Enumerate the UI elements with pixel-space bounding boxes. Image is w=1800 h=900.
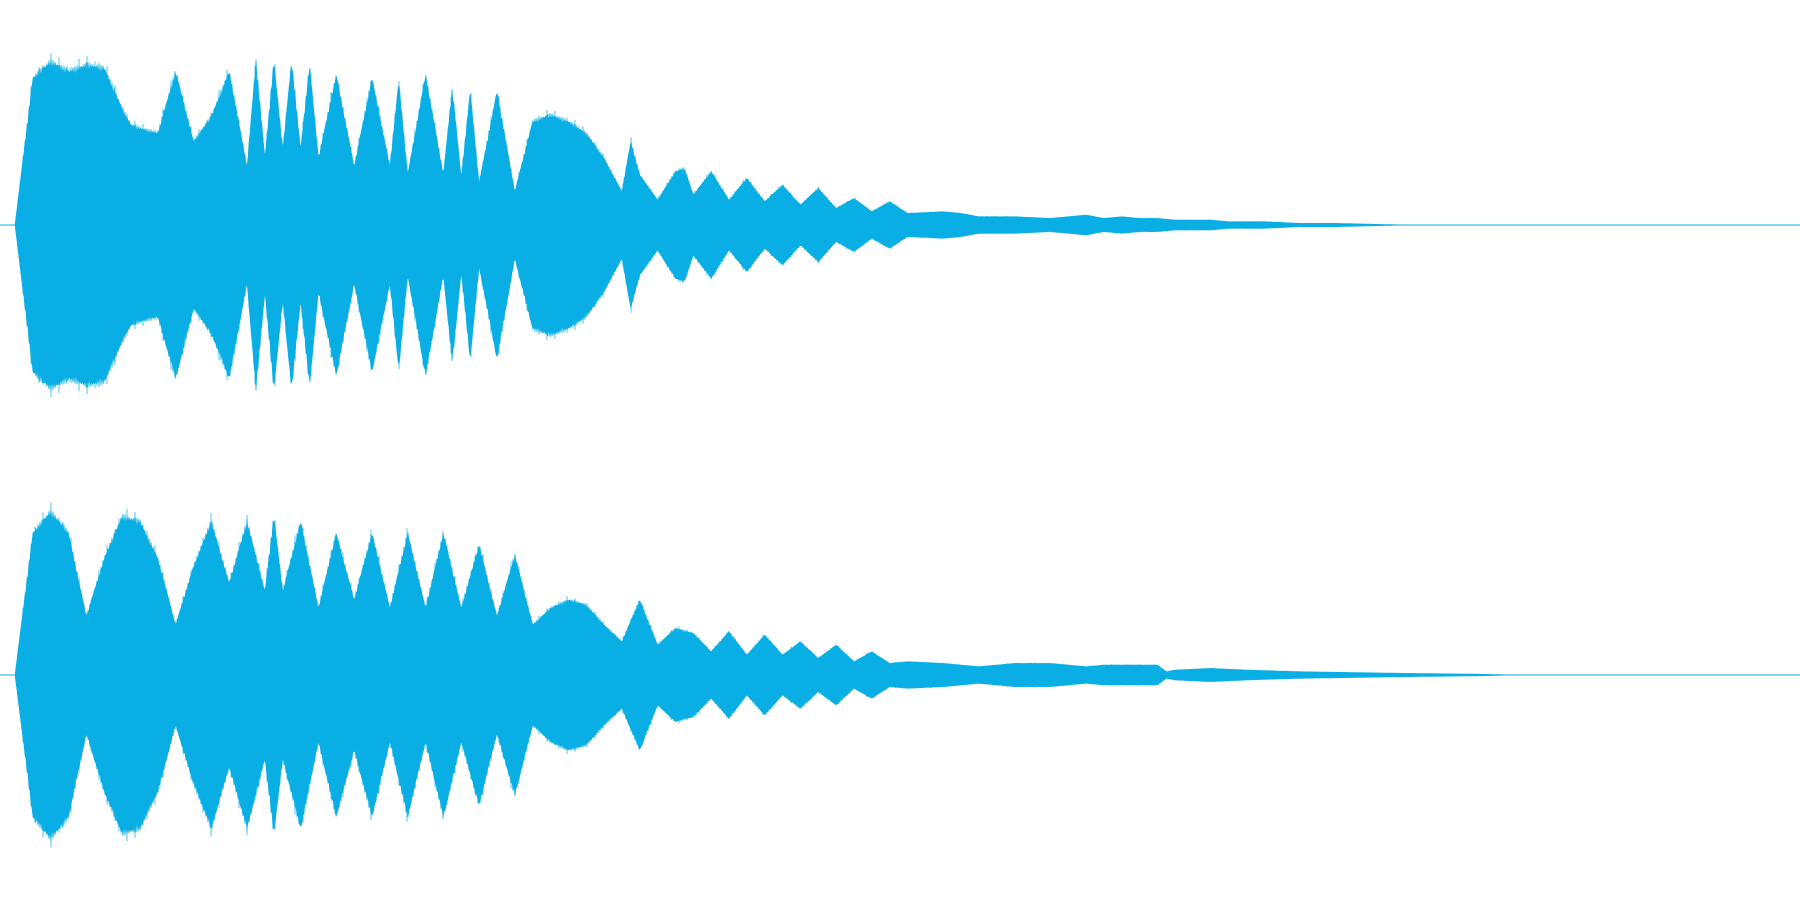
channel-2-waveform	[0, 502, 1800, 848]
channel-1-amplitude	[14, 58, 1800, 392]
channel-2-amplitude	[14, 508, 1800, 842]
channel-1-waveform	[0, 53, 1800, 397]
